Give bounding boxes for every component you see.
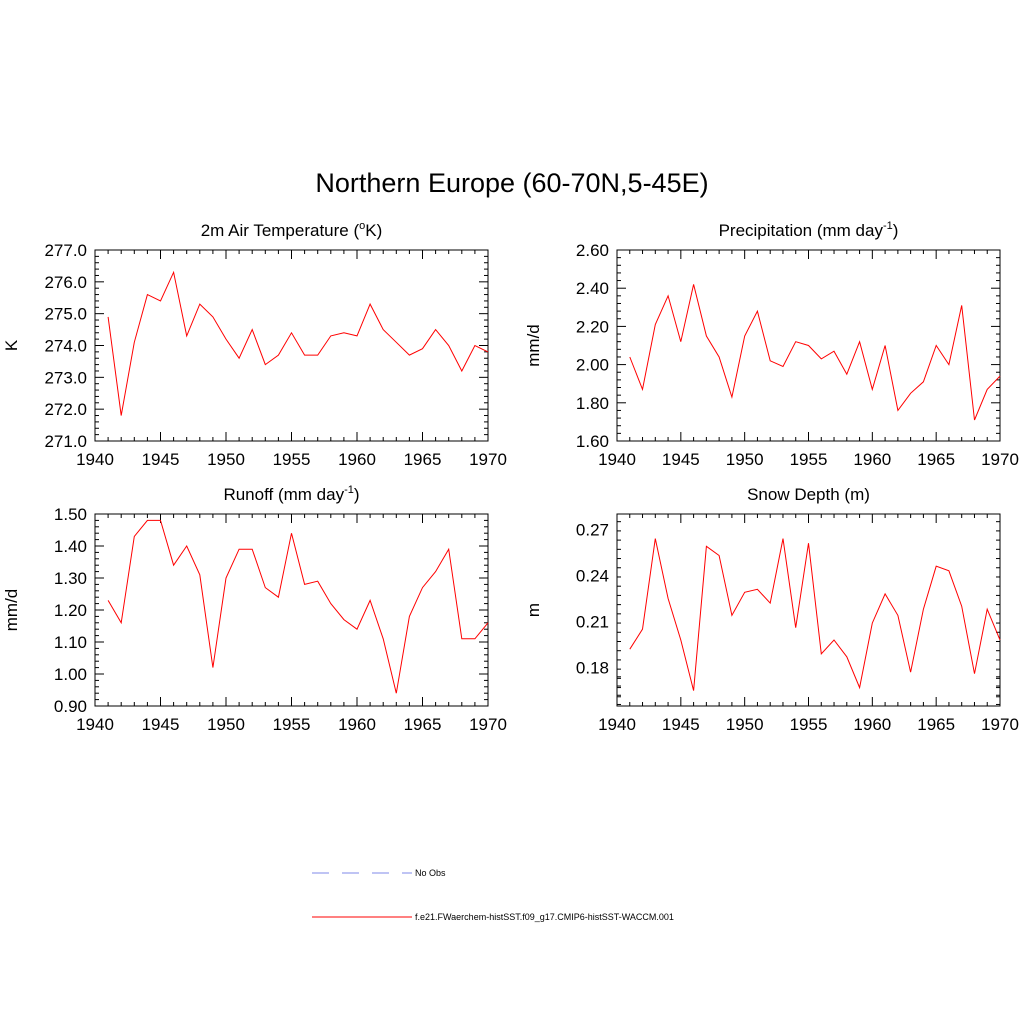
- y-tick-label: 276.0: [44, 273, 87, 292]
- x-tick-label: 1940: [598, 715, 636, 734]
- x-tick-label: 1970: [981, 450, 1019, 469]
- panel-title-superscript: -1: [344, 484, 354, 496]
- x-tick-label: 1960: [338, 450, 376, 469]
- y-tick-label: 2.40: [576, 279, 609, 298]
- y-tick-label: 1.50: [54, 505, 87, 524]
- panel-title-end: K): [365, 221, 382, 240]
- y-tick-label: 0.18: [576, 659, 609, 678]
- y-tick-label: 2.20: [576, 317, 609, 336]
- x-tick-label: 1940: [598, 450, 636, 469]
- y-tick-label: 2.60: [576, 241, 609, 260]
- chart-panel-2: 1940 1945 1950 1955 1960 1965 1970 1.60 1.80 2.00…: [524, 220, 1019, 469]
- legend-label-model-run: f.e21.FWaerchem-histSST.f09_g17.CMIP6-hi…: [415, 912, 674, 922]
- series-line: [629, 538, 1001, 691]
- y-axis-label: m: [524, 603, 543, 617]
- x-tick-label: 1960: [853, 715, 891, 734]
- panel-title-superscript: -1: [883, 220, 893, 232]
- x-tick-label: 1950: [726, 715, 764, 734]
- y-tick-label: 0.90: [54, 697, 87, 716]
- y-tick-label: 1.60: [576, 432, 609, 451]
- panel-title-text: Snow Depth (m): [747, 485, 870, 504]
- panel-title: Snow Depth (m): [747, 485, 870, 504]
- x-tick-label: 1950: [207, 450, 245, 469]
- x-tick-label: 1955: [273, 715, 311, 734]
- panel-title-superscript: o: [359, 220, 365, 232]
- y-tick-label: 2.00: [576, 356, 609, 375]
- x-tick-label: 1945: [662, 450, 700, 469]
- y-tick-label: 274.0: [44, 337, 87, 356]
- x-tick-label: 1945: [662, 715, 700, 734]
- x-tick-label: 1950: [207, 715, 245, 734]
- y-tick-label: 0.24: [576, 566, 609, 585]
- chart-panel-1: 1940 1945 1950 1955 1960 1965 1970 271.0 272.0 27…: [2, 220, 507, 469]
- plot-frame: [616, 513, 1001, 707]
- panel-title: 2m Air Temperature (oK): [201, 220, 383, 240]
- y-tick-label: 0.21: [576, 613, 609, 632]
- panel-title-text: 2m Air Temperature (: [201, 221, 360, 240]
- panel-title: Precipitation (mm day-1): [719, 220, 899, 240]
- y-tick-label: 1.30: [54, 569, 87, 588]
- y-tick-label: 271.0: [44, 432, 87, 451]
- x-tick-label: 1945: [142, 715, 180, 734]
- chart-panel-3: 1940 1945 1950 1955 1960 1965 1970 0.90 1.00 1.10…: [2, 484, 507, 734]
- y-axis-label: K: [2, 339, 21, 351]
- y-tick-label: 277.0: [44, 241, 87, 260]
- panel-title-text: Runoff (mm day: [223, 485, 344, 504]
- x-tick-label: 1960: [338, 715, 376, 734]
- y-tick-label: 272.0: [44, 400, 87, 419]
- x-tick-label: 1945: [142, 450, 180, 469]
- y-tick-label: 275.0: [44, 305, 87, 324]
- x-tick-label: 1940: [76, 715, 114, 734]
- panel-title: Runoff (mm day-1): [223, 484, 359, 504]
- x-tick-label: 1950: [726, 450, 764, 469]
- series-line: [629, 284, 1001, 421]
- series-line: [107, 270, 489, 416]
- y-tick-label: 1.40: [54, 537, 87, 556]
- y-tick-label: 273.0: [44, 368, 87, 387]
- legend-label-no-obs: No Obs: [415, 868, 446, 878]
- main-title: Northern Europe (60-70N,5-45E): [315, 168, 709, 198]
- y-tick-label: 1.10: [54, 633, 87, 652]
- plot-frame: [94, 249, 489, 442]
- x-tick-label: 1965: [917, 715, 955, 734]
- chart-panel-4: 1940 1945 1950 1955 1960 1965 1970 0.18 0.21 0.24…: [524, 485, 1019, 734]
- y-tick-label: 1.20: [54, 601, 87, 620]
- x-tick-label: 1965: [404, 715, 442, 734]
- y-axis-label: mm/d: [524, 324, 543, 367]
- panel-title-end: ): [354, 485, 360, 504]
- y-tick-label: 1.00: [54, 665, 87, 684]
- panel-title-text: Precipitation (mm day: [719, 221, 884, 240]
- x-tick-label: 1970: [469, 715, 507, 734]
- y-tick-label: 0.27: [576, 520, 609, 539]
- series-line: [107, 519, 489, 694]
- x-tick-label: 1960: [853, 450, 891, 469]
- y-tick-label: 1.80: [576, 394, 609, 413]
- x-tick-label: 1955: [273, 450, 311, 469]
- plot-frame: [94, 513, 489, 707]
- x-tick-label: 1970: [981, 715, 1019, 734]
- x-tick-label: 1940: [76, 450, 114, 469]
- y-axis-label: mm/d: [2, 589, 21, 632]
- x-tick-label: 1965: [917, 450, 955, 469]
- x-tick-label: 1970: [469, 450, 507, 469]
- x-tick-label: 1965: [404, 450, 442, 469]
- x-tick-label: 1955: [790, 715, 828, 734]
- panel-title-end: ): [893, 221, 899, 240]
- x-tick-label: 1955: [790, 450, 828, 469]
